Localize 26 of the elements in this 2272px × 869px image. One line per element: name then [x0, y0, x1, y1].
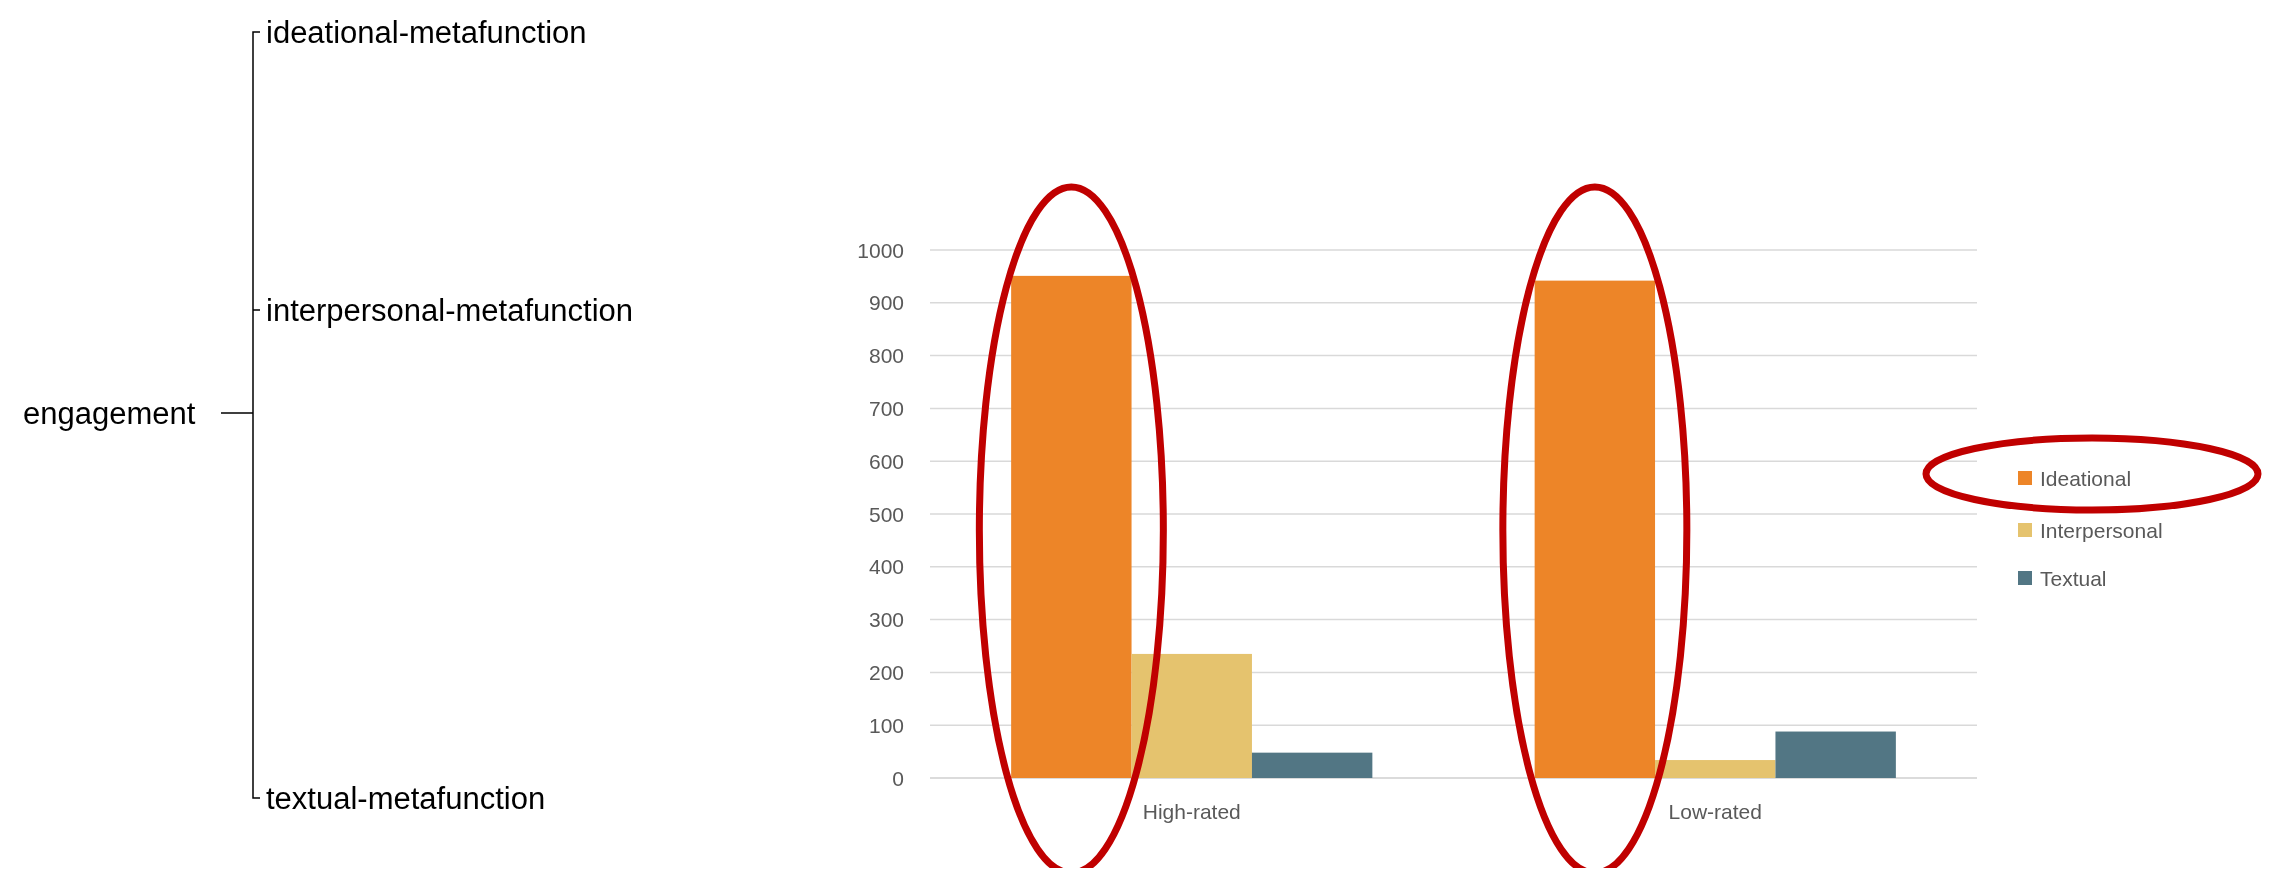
y-tick-label: 900: [868, 291, 904, 315]
y-tick-label: 700: [868, 396, 904, 420]
y-tick-label: 800: [868, 344, 904, 368]
y-tick-label: 1000: [857, 238, 904, 262]
text: engagement: [23, 395, 196, 431]
text: ideational-metafunction: [266, 14, 587, 50]
text: textual-metafunction: [266, 780, 546, 816]
bar: [1534, 280, 1656, 778]
bar: [1251, 752, 1373, 778]
y-tick-label: 100: [868, 713, 904, 737]
bar: [1775, 731, 1896, 778]
bar: [1011, 275, 1132, 778]
legend-label: Textual: [2040, 566, 2107, 590]
y-tick-label: 0: [892, 766, 904, 790]
bar: [1655, 760, 1776, 778]
legend-label: Interpersonal: [2040, 518, 2163, 542]
text: interpersonal-metafunction: [266, 292, 634, 328]
y-tick-label: 300: [868, 608, 904, 632]
legend-label: Ideational: [2040, 466, 2132, 490]
x-tick-label: High-rated: [1142, 799, 1241, 823]
y-tick-label: 200: [868, 660, 904, 684]
y-tick-label: 600: [868, 449, 904, 473]
y-tick-label: 400: [868, 555, 904, 579]
y-tick-label: 500: [868, 502, 904, 526]
bar: [1131, 653, 1252, 778]
x-tick-label: Low-rated: [1668, 799, 1762, 823]
